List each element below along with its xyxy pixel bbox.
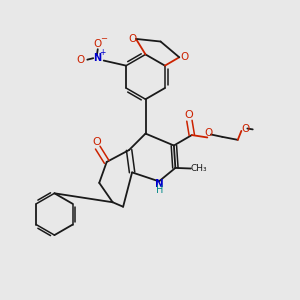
Text: O: O [76,55,85,65]
Text: N: N [93,53,101,63]
Text: H: H [156,185,163,195]
Text: O: O [94,39,102,49]
Text: O: O [242,124,250,134]
Text: O: O [184,110,193,120]
Text: −: − [100,34,106,43]
Text: O: O [204,128,213,138]
Text: CH₃: CH₃ [190,164,207,173]
Text: +: + [99,48,105,57]
Text: O: O [180,52,188,62]
Text: O: O [128,34,136,44]
Text: O: O [92,137,101,147]
Text: N: N [155,179,164,189]
